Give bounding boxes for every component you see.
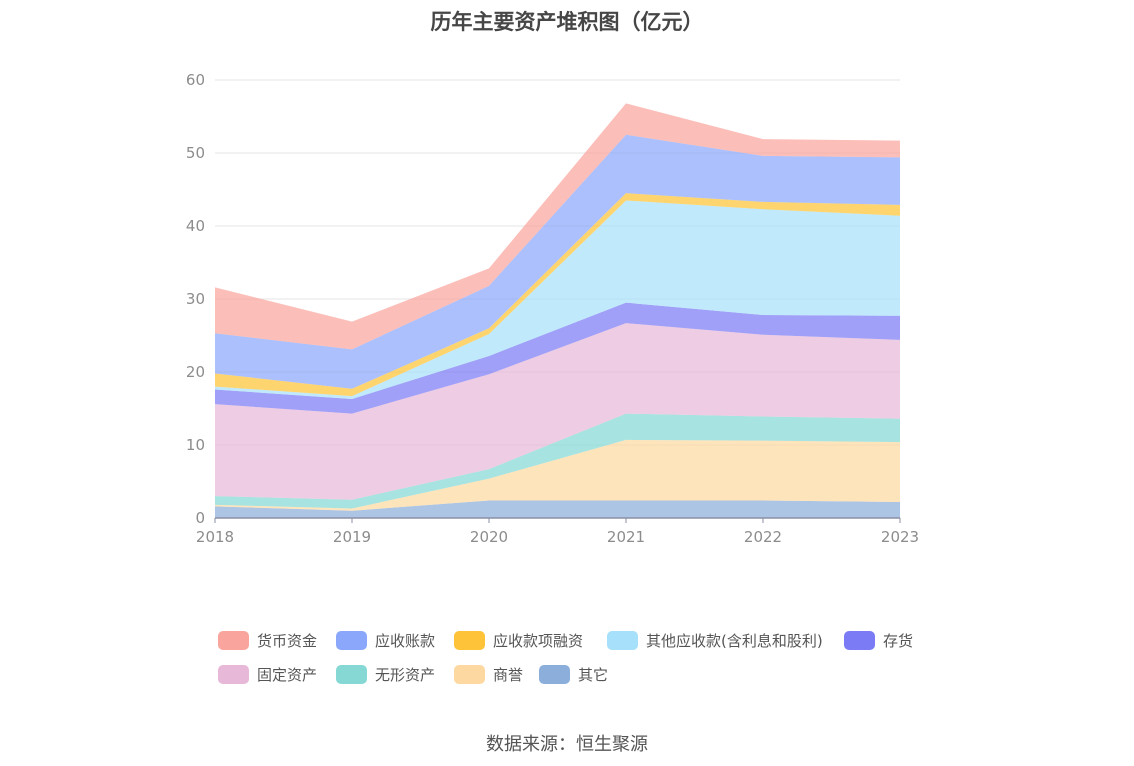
legend-label: 应收款项融资 xyxy=(493,632,584,650)
legend-swatch xyxy=(844,631,875,650)
legend-item[interactable]: 应收款项融资 xyxy=(454,630,583,651)
legend-item[interactable]: 固定资产 xyxy=(218,664,317,685)
legend-label: 货币资金 xyxy=(257,632,318,650)
legend-item[interactable]: 存货 xyxy=(844,630,913,651)
x-tick-label: 2022 xyxy=(744,528,782,546)
area-series-货币资金 xyxy=(215,103,900,350)
legend-label: 存货 xyxy=(883,632,914,650)
legend-item[interactable]: 货币资金 xyxy=(218,630,317,651)
data-source: 数据来源：恒生聚源 xyxy=(486,734,648,755)
y-tick-label: 60 xyxy=(186,71,205,89)
x-tick-label: 2021 xyxy=(607,528,645,546)
stacked-area-chart: 0 10 20 30 40 50 60 2018 2019 2020 2021 2022 2023 xyxy=(186,71,919,546)
legend-label: 固定资产 xyxy=(257,666,318,684)
legend-swatch xyxy=(454,665,485,684)
legend-item[interactable]: 商誉 xyxy=(454,664,523,685)
y-tick-label: 50 xyxy=(186,144,205,162)
legend-label: 应收账款 xyxy=(375,632,436,650)
legend-swatch xyxy=(218,631,249,650)
legend-item[interactable]: 其他应收款(含利息和股利) xyxy=(607,630,823,651)
area-series-其它 xyxy=(215,500,900,518)
legend-swatch xyxy=(454,631,485,650)
legend-swatch xyxy=(539,665,570,684)
y-tick-label: 40 xyxy=(186,217,205,235)
legend-label: 其它 xyxy=(578,666,609,684)
legend-item[interactable]: 无形资产 xyxy=(336,664,435,685)
legend-item[interactable]: 应收账款 xyxy=(336,630,435,651)
x-tick-label: 2019 xyxy=(333,528,371,546)
legend-swatch xyxy=(336,631,367,650)
area-series-无形资产 xyxy=(215,413,900,509)
x-tick-label: 2018 xyxy=(196,528,234,546)
legend-swatch xyxy=(607,631,638,650)
area-series-应收账款 xyxy=(215,134,900,389)
legend-label: 商誉 xyxy=(493,666,524,684)
y-tick-label: 0 xyxy=(195,509,205,527)
x-tick-label: 2023 xyxy=(881,528,919,546)
area-series-商誉 xyxy=(215,439,900,511)
x-tick-label: 2020 xyxy=(470,528,508,546)
legend-swatch xyxy=(336,665,367,684)
y-tick-label: 10 xyxy=(186,436,205,454)
chart-title: 历年主要资产堆积图（亿元） xyxy=(430,10,704,34)
area-series-固定资产 xyxy=(215,323,900,500)
y-tick-label: 20 xyxy=(186,363,205,381)
legend-label: 其他应收款(含利息和股利) xyxy=(646,632,823,650)
legend-label: 无形资产 xyxy=(375,666,436,684)
area-series-存货 xyxy=(215,302,900,414)
area-series-其他应收款(含利息和股利) xyxy=(215,200,900,400)
legend-swatch xyxy=(218,665,249,684)
legend-item[interactable]: 其它 xyxy=(539,664,608,685)
y-tick-label: 30 xyxy=(186,290,205,308)
